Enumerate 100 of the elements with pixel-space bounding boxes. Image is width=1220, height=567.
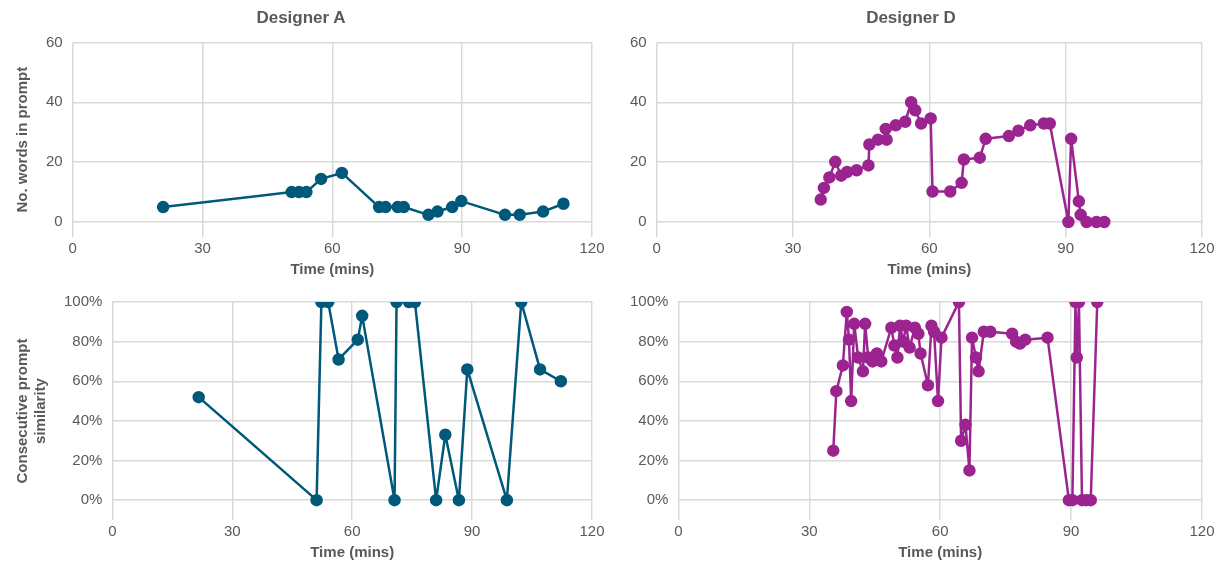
point (1002, 129, 1016, 143)
point (823, 171, 836, 184)
point (500, 493, 514, 507)
x-tick-label: 120 (579, 522, 605, 540)
point (388, 493, 401, 507)
x-tick-label: 90 (453, 239, 471, 257)
point (969, 351, 983, 364)
y-tick-label: 100% (63, 292, 103, 310)
point (1019, 333, 1032, 346)
point (498, 208, 512, 222)
point (429, 493, 443, 507)
y-tick-label: 80% (638, 331, 669, 349)
point (439, 428, 452, 442)
point (452, 493, 466, 507)
point (844, 394, 858, 408)
point (954, 434, 968, 447)
point (536, 205, 550, 218)
point (533, 363, 547, 376)
y-tick-label: 40 (46, 92, 63, 110)
point (972, 365, 985, 378)
x-tick-label: 30 (223, 522, 241, 540)
point (314, 172, 328, 186)
y-tick-label: 20% (638, 450, 669, 468)
point (335, 166, 349, 180)
point (891, 351, 904, 364)
point (1041, 331, 1054, 344)
point (840, 165, 854, 179)
point (979, 132, 992, 146)
point (909, 104, 922, 117)
point (850, 163, 863, 177)
point (557, 197, 570, 211)
point (858, 317, 872, 331)
point (935, 331, 948, 344)
y-tick-label: 0% (646, 490, 669, 508)
point (817, 181, 831, 195)
y-tick-label: 0 (638, 212, 647, 230)
y-tick-label: 0 (54, 212, 63, 230)
x-tick-label: 120 (579, 239, 605, 257)
x-tick-label: 90 (1062, 522, 1080, 540)
point (814, 193, 827, 206)
x-tick-label: 30 (784, 239, 802, 257)
y-tick-label: 20 (630, 152, 647, 170)
x-tick-label: 60 (931, 522, 949, 540)
point (926, 185, 939, 198)
point (554, 375, 568, 388)
y-tick-label: 60 (46, 32, 63, 50)
x-tick-label: 120 (1189, 522, 1215, 540)
y-tick-label: 0% (80, 490, 103, 508)
x-tick-label: 90 (463, 522, 481, 540)
point (827, 444, 840, 457)
point (461, 363, 474, 376)
y-tick-label: 60% (638, 371, 669, 389)
x-axis-title: Time (mins) (310, 543, 395, 561)
point (513, 208, 526, 222)
point (973, 151, 987, 164)
point (965, 331, 979, 344)
point (445, 200, 459, 214)
point (836, 359, 850, 372)
y-tick-label: 20 (46, 152, 63, 170)
y-tick-label: 40 (630, 92, 647, 110)
y-tick-label: 80% (72, 331, 103, 349)
point (156, 200, 170, 214)
point (310, 493, 323, 507)
y-axis-title: No. words in prompt (13, 66, 31, 213)
x-axis-title: Time (mins) (290, 260, 375, 278)
point (924, 112, 937, 125)
point (300, 185, 313, 199)
y-axis-title: Consecutive prompt similarity (13, 338, 49, 484)
y-tick-label: 60% (72, 371, 103, 389)
point (914, 117, 928, 130)
y-tick-label: 40% (638, 411, 669, 429)
point (1070, 351, 1084, 364)
point (863, 138, 876, 151)
point (192, 390, 205, 404)
point (1072, 195, 1086, 208)
point (455, 194, 468, 208)
point (963, 464, 976, 477)
y-tick-label: 20% (72, 450, 103, 468)
x-tick-label: 120 (1189, 239, 1215, 257)
point (903, 341, 916, 354)
point (914, 347, 927, 360)
x-tick-label: 60 (343, 522, 361, 540)
point (862, 159, 875, 172)
point (944, 185, 957, 198)
point (912, 327, 925, 340)
y-tick-label: 100% (629, 292, 669, 310)
x-tick-label: 0 (108, 522, 117, 540)
point (899, 115, 912, 128)
x-axis-title: Time (mins) (898, 543, 983, 561)
x-tick-label: 90 (1057, 239, 1075, 257)
point (1064, 132, 1078, 146)
point (955, 176, 968, 190)
point (829, 155, 842, 169)
point (959, 418, 972, 432)
point (842, 333, 856, 346)
chart-title: Designer A (256, 7, 346, 27)
x-tick-label: 60 (921, 239, 938, 257)
point (847, 317, 861, 331)
point (422, 208, 435, 222)
point (332, 353, 345, 366)
